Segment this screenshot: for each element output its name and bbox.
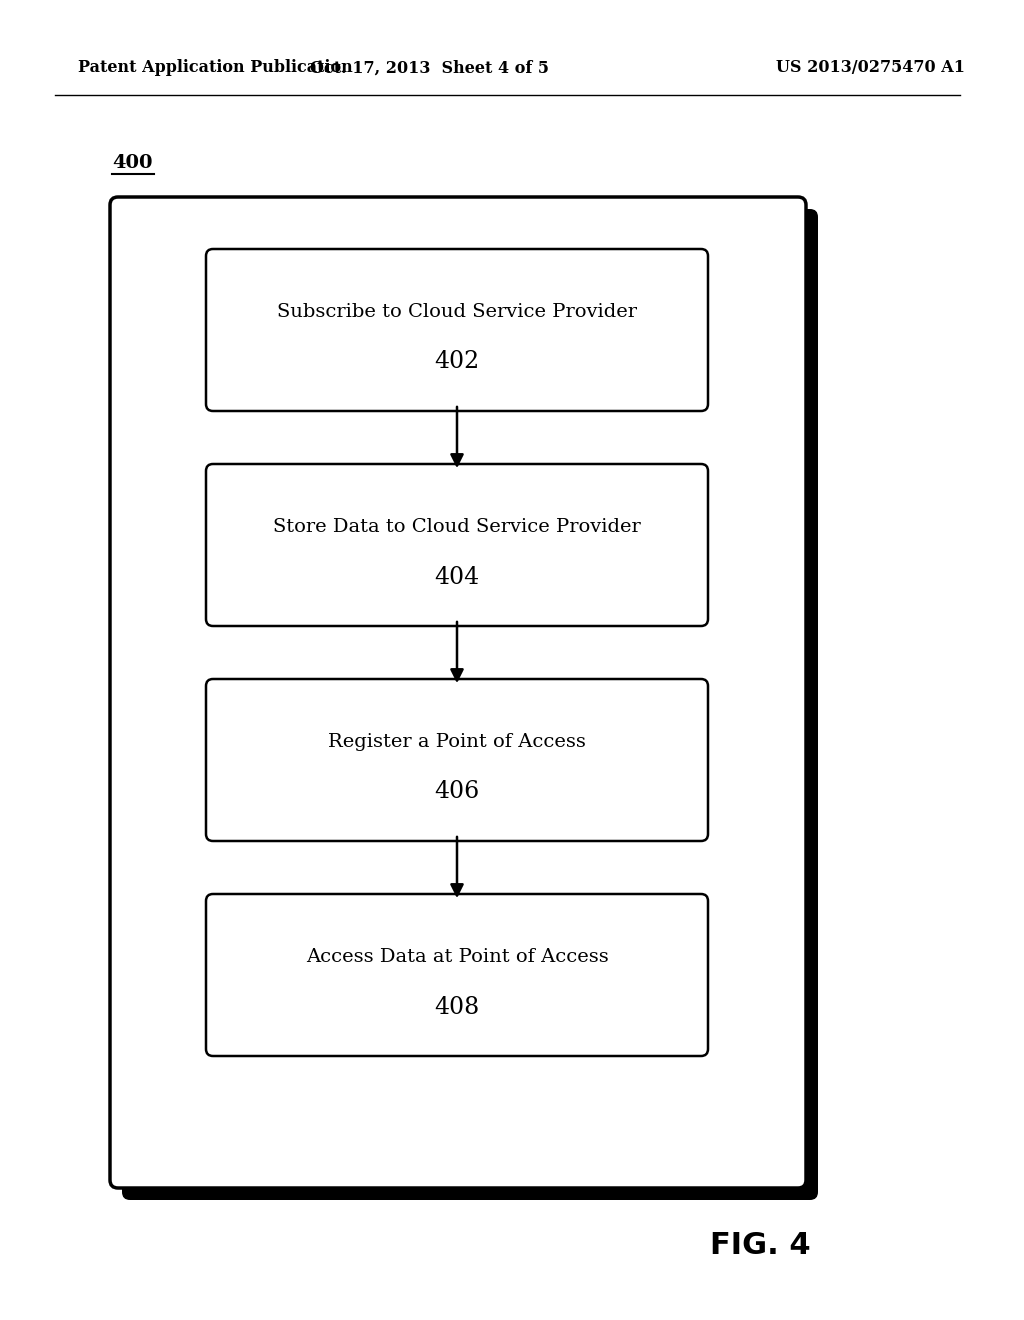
Text: 402: 402 [434, 351, 479, 374]
FancyBboxPatch shape [206, 249, 708, 411]
Text: 406: 406 [434, 780, 479, 804]
Text: 404: 404 [434, 565, 479, 589]
FancyBboxPatch shape [110, 197, 806, 1188]
Text: Patent Application Publication: Patent Application Publication [78, 59, 352, 77]
FancyBboxPatch shape [206, 678, 708, 841]
FancyBboxPatch shape [206, 465, 708, 626]
FancyBboxPatch shape [206, 894, 708, 1056]
Text: 408: 408 [434, 995, 479, 1019]
Text: Store Data to Cloud Service Provider: Store Data to Cloud Service Provider [273, 517, 641, 536]
Text: Oct. 17, 2013  Sheet 4 of 5: Oct. 17, 2013 Sheet 4 of 5 [310, 59, 550, 77]
Text: Register a Point of Access: Register a Point of Access [328, 733, 586, 751]
Text: Subscribe to Cloud Service Provider: Subscribe to Cloud Service Provider [278, 304, 637, 321]
Text: FIG. 4: FIG. 4 [710, 1230, 810, 1259]
Text: Access Data at Point of Access: Access Data at Point of Access [305, 948, 608, 966]
Text: US 2013/0275470 A1: US 2013/0275470 A1 [775, 59, 965, 77]
FancyBboxPatch shape [122, 209, 818, 1200]
Text: 400: 400 [112, 154, 153, 172]
